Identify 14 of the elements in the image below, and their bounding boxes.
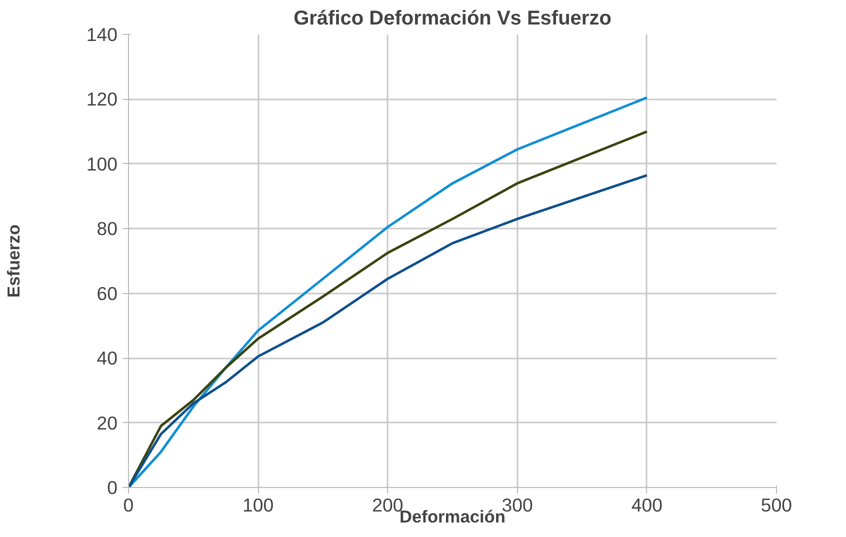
y-axis-title: Esfuerzo bbox=[3, 224, 24, 298]
y-tick-label: 20 bbox=[96, 412, 118, 434]
y-tick-label: 0 bbox=[107, 477, 118, 498]
chart-title: Gráfico Deformación Vs Esfuerzo bbox=[294, 8, 612, 30]
x-tick-label: 100 bbox=[242, 494, 274, 516]
y-tick-label: 120 bbox=[86, 88, 118, 110]
y-tick-label: 80 bbox=[96, 218, 118, 240]
y-tick-label: 40 bbox=[96, 348, 118, 369]
y-tick-label: 60 bbox=[96, 282, 118, 304]
x-tick-label: 0 bbox=[123, 494, 134, 516]
y-tick-label: 140 bbox=[86, 24, 118, 45]
x-tick-label: 400 bbox=[631, 494, 662, 516]
y-tick-label: 100 bbox=[86, 153, 118, 174]
x-tick-label: 500 bbox=[760, 494, 792, 516]
